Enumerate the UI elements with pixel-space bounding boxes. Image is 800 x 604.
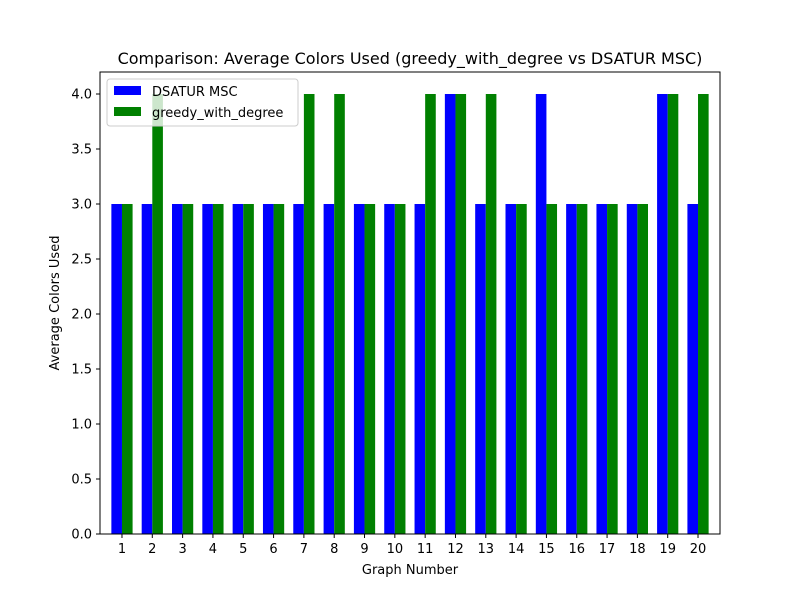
x-tick-label-11: 11 bbox=[417, 542, 434, 557]
y-tick-label-0.0: 0.0 bbox=[71, 528, 92, 543]
bar-dsatur-msc-3 bbox=[172, 204, 183, 534]
bar-greedy-with-degree-2 bbox=[152, 94, 163, 534]
x-tick-label-10: 10 bbox=[387, 542, 404, 557]
bar-greedy-with-degree-3 bbox=[182, 204, 194, 534]
legend-box bbox=[106, 78, 299, 127]
bar-greedy-with-degree-13 bbox=[485, 94, 497, 534]
bar-dsatur-msc-9 bbox=[353, 204, 365, 534]
bar-dsatur-msc-20 bbox=[687, 204, 699, 534]
bar-greedy-with-degree-1 bbox=[121, 204, 133, 534]
bar-greedy-with-degree-8 bbox=[334, 94, 345, 534]
y-tick-label-1.5: 1.5 bbox=[71, 363, 92, 378]
y-tick-label-2.5: 2.5 bbox=[71, 253, 92, 268]
x-tick-label-5: 5 bbox=[239, 542, 247, 557]
bar-dsatur-msc-16 bbox=[566, 204, 577, 534]
x-tick-label-9: 9 bbox=[360, 542, 368, 557]
y-axis-label: Average Colors Used bbox=[48, 236, 63, 371]
bar-greedy-with-degree-17 bbox=[607, 204, 618, 534]
y-tick-label-4.0: 4.0 bbox=[71, 88, 92, 103]
y-tick-label-3.5: 3.5 bbox=[71, 143, 92, 158]
bar-greedy-with-degree-6 bbox=[273, 204, 285, 534]
x-tick-label-6: 6 bbox=[269, 542, 277, 557]
x-tick-label-3: 3 bbox=[178, 542, 186, 557]
bar-dsatur-msc-8 bbox=[323, 204, 335, 534]
x-tick-label-13: 13 bbox=[478, 542, 495, 557]
x-tick-label-17: 17 bbox=[599, 542, 616, 557]
bar-dsatur-msc-15 bbox=[535, 94, 547, 534]
x-tick-label-18: 18 bbox=[629, 542, 646, 557]
y-tick-label-0.5: 0.5 bbox=[71, 473, 92, 488]
x-tick-label-12: 12 bbox=[447, 542, 464, 557]
bar-dsatur-msc-2 bbox=[141, 204, 153, 534]
bar-dsatur-msc-11 bbox=[414, 204, 426, 534]
plot-frame bbox=[99, 71, 721, 535]
bar-dsatur-msc-10 bbox=[384, 204, 395, 534]
x-tick-label-16: 16 bbox=[568, 542, 585, 557]
x-tick-label-15: 15 bbox=[538, 542, 555, 557]
bar-greedy-with-degree-10 bbox=[394, 204, 406, 534]
x-tick-label-14: 14 bbox=[508, 542, 525, 557]
x-tick-label-20: 20 bbox=[690, 542, 707, 557]
x-tick-label-19: 19 bbox=[659, 542, 676, 557]
bar-dsatur-msc-4 bbox=[202, 204, 213, 534]
x-axis-label: Graph Number bbox=[362, 563, 459, 578]
x-tick-label-8: 8 bbox=[330, 542, 338, 557]
legend-swatch-dsatur-msc bbox=[114, 86, 141, 95]
bar-greedy-with-degree-16 bbox=[576, 204, 588, 534]
bar-dsatur-msc-6 bbox=[262, 204, 274, 534]
bar-greedy-with-degree-14 bbox=[516, 204, 527, 534]
legend: DSATUR MSC greedy_with_degree bbox=[106, 78, 299, 127]
legend-label-greedy-with-degree: greedy_with_degree bbox=[152, 106, 283, 121]
x-ticks: 1 2 3 4 5 6 7 8 9 10 11 12 13 14 15 16 17 18 19 20 bbox=[118, 534, 706, 557]
x-tick-label-1: 1 bbox=[118, 542, 126, 557]
bar-dsatur-msc-7 bbox=[293, 204, 304, 534]
bars-layer bbox=[111, 94, 709, 534]
x-tick-label-4: 4 bbox=[209, 542, 217, 557]
bar-greedy-with-degree-20 bbox=[698, 94, 709, 534]
y-tick-label-3.0: 3.0 bbox=[71, 198, 92, 213]
y-ticks: 0.0 0.5 1.0 1.5 2.0 2.5 3.0 3.5 4.0 bbox=[71, 88, 100, 543]
x-tick-label-2: 2 bbox=[148, 542, 156, 557]
bar-greedy-with-degree-11 bbox=[425, 94, 436, 534]
bar-dsatur-msc-13 bbox=[475, 204, 486, 534]
bar-dsatur-msc-1 bbox=[111, 204, 122, 534]
y-tick-label-1.0: 1.0 bbox=[71, 418, 92, 433]
legend-swatch-greedy-with-degree bbox=[114, 107, 141, 116]
bar-dsatur-msc-18 bbox=[626, 204, 638, 534]
bar-greedy-with-degree-4 bbox=[212, 204, 224, 534]
bar-greedy-with-degree-19 bbox=[667, 94, 679, 534]
bar-greedy-with-degree-7 bbox=[303, 94, 315, 534]
y-tick-label-2.0: 2.0 bbox=[71, 308, 92, 323]
bar-greedy-with-degree-18 bbox=[637, 204, 648, 534]
bar-greedy-with-degree-5 bbox=[243, 204, 254, 534]
bar-greedy-with-degree-12 bbox=[455, 94, 467, 534]
bar-greedy-with-degree-9 bbox=[364, 204, 376, 534]
bar-dsatur-msc-17 bbox=[596, 204, 608, 534]
bar-dsatur-msc-19 bbox=[657, 94, 668, 534]
legend-label-dsatur-msc: DSATUR MSC bbox=[152, 85, 238, 100]
bar-dsatur-msc-5 bbox=[232, 204, 244, 534]
x-tick-label-7: 7 bbox=[300, 542, 308, 557]
bar-dsatur-msc-12 bbox=[444, 94, 456, 534]
bar-dsatur-msc-14 bbox=[505, 204, 517, 534]
chart-title: Comparison: Average Colors Used (greedy_… bbox=[118, 49, 703, 69]
bar-greedy-with-degree-15 bbox=[546, 204, 558, 534]
